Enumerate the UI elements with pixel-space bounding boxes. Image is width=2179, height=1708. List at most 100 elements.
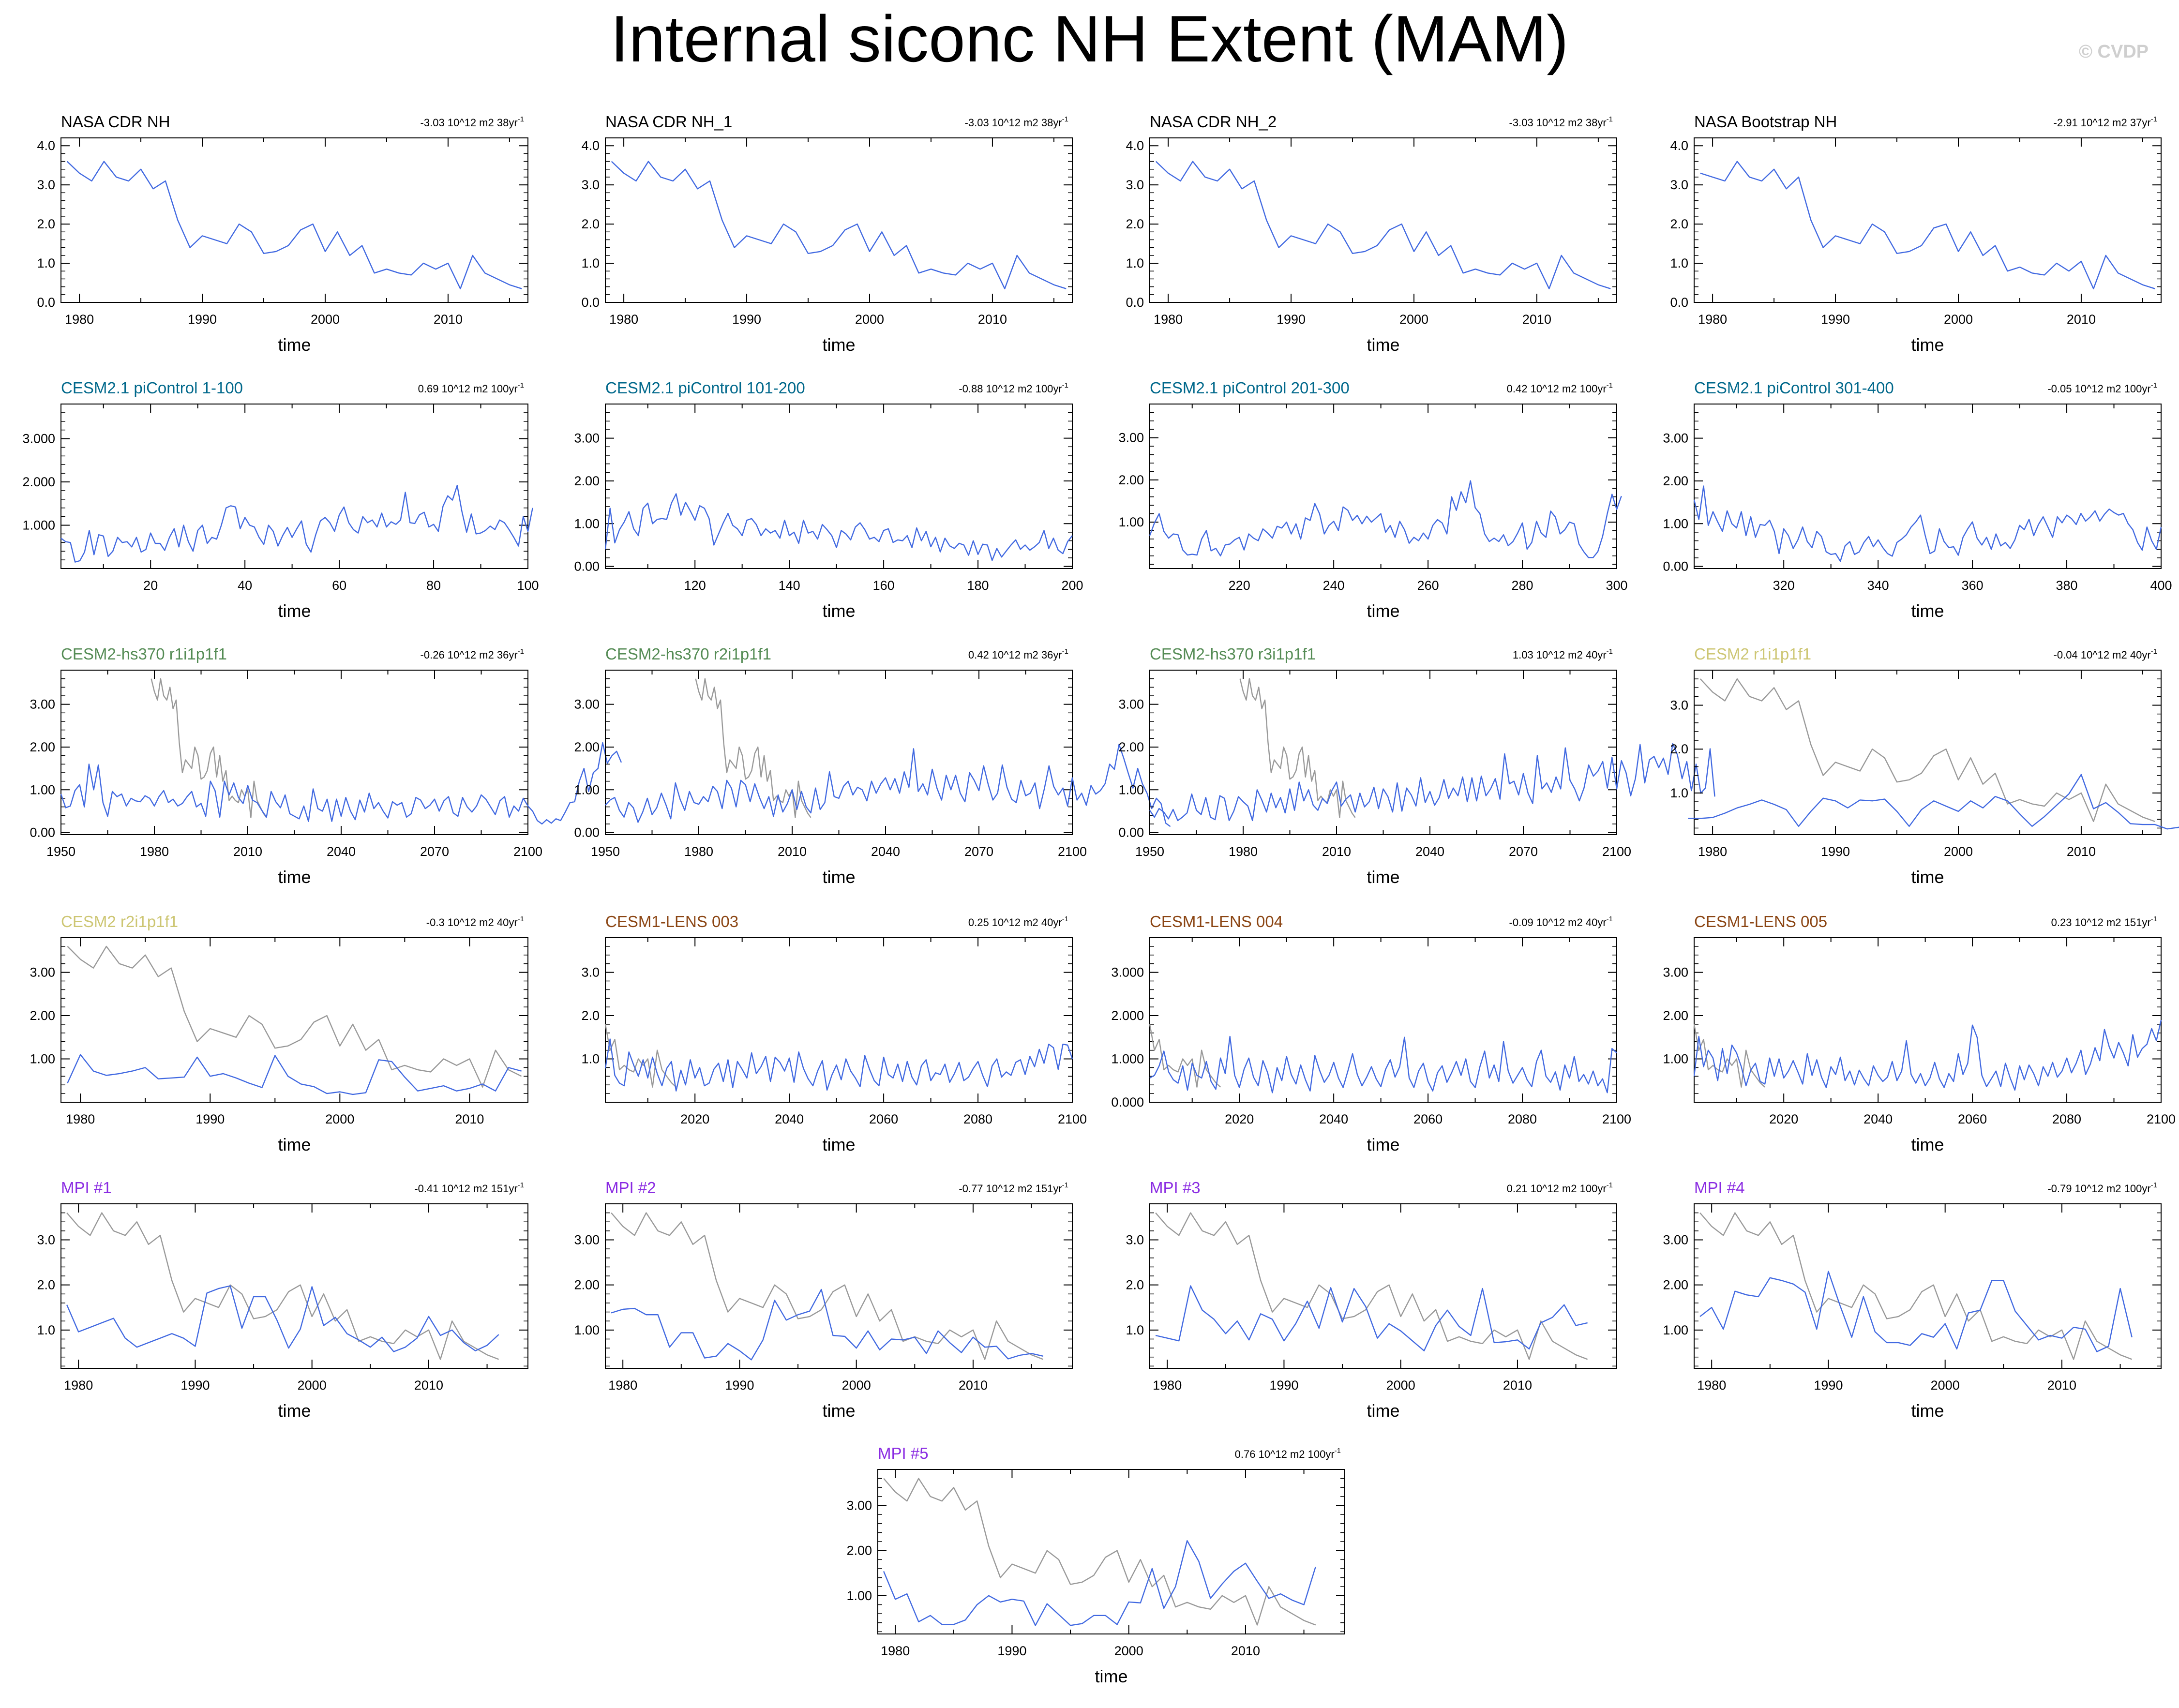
model-series-line [66, 161, 522, 289]
x-tick-label: 2040 [1319, 1112, 1348, 1126]
y-tick-label: 1.0 [1126, 1323, 1144, 1337]
panel-title: MPI #5 [878, 1444, 929, 1462]
y-tick-label: 3.0 [581, 965, 600, 980]
x-axis-label: time [1911, 335, 1944, 355]
model-series-line [1149, 1035, 1617, 1094]
y-tick-label: 3.000 [1111, 965, 1144, 980]
y-tick-label: 1.000 [1111, 1052, 1144, 1066]
y-tick-label: 3.00 [574, 697, 600, 712]
x-tick-label: 60 [332, 578, 346, 593]
x-tick-label: 20 [143, 578, 158, 593]
x-tick-label: 2100 [1058, 1112, 1087, 1126]
panel-title: NASA CDR NH [61, 113, 170, 131]
y-tick-label: 2.0 [581, 1008, 600, 1023]
x-tick-label: 160 [873, 578, 895, 593]
x-tick-label: 400 [2150, 578, 2172, 593]
y-tick-label: 2.00 [1663, 1008, 1688, 1023]
trend-value: -2.91 10^12 m2 37yr [2054, 117, 2151, 129]
x-tick-label: 2010 [1503, 1378, 1532, 1393]
x-tick-label: 1980 [684, 844, 713, 859]
panel-15: CESM1-LENS 004 -0.09 10^12 m2 40yr-1 2020 2… [1111, 913, 1631, 1154]
x-tick-label: 220 [1229, 578, 1250, 593]
y-tick-label: 1.00 [1118, 515, 1144, 529]
x-tick-label: 2040 [775, 1112, 804, 1126]
x-tick-label: 2010 [959, 1378, 988, 1393]
plot-frame [1694, 137, 2162, 303]
model-series-line [66, 1285, 499, 1352]
y-tick-label: 0.00 [574, 559, 600, 574]
y-tick-label: 2.00 [574, 1278, 600, 1292]
trend-label: -0.04 10^12 m2 40yr-1 [2054, 647, 2157, 661]
y-tick-label: 0.0 [37, 295, 55, 310]
obs-series-line [1699, 1212, 2133, 1360]
model-series-line [1693, 1019, 2162, 1091]
x-tick-label: 280 [1512, 578, 1533, 593]
x-axis-label: time [1367, 335, 1399, 355]
y-tick-label: 3.00 [30, 697, 55, 712]
x-tick-label: 240 [1323, 578, 1345, 593]
trend-value: -0.04 10^12 m2 40yr [2054, 649, 2151, 661]
y-tick-label: 2.00 [846, 1543, 872, 1558]
trend-exponent: -1 [1062, 381, 1068, 390]
trend-label: -0.3 10^12 m2 40yr-1 [426, 915, 524, 929]
y-tick-label: 0.00 [574, 825, 600, 840]
plot-frame [1694, 1203, 2162, 1369]
x-tick-label: 2010 [2047, 1378, 2076, 1393]
trend-value: -0.09 10^12 m2 40yr [1509, 916, 1607, 929]
y-tick-label: 3.00 [1118, 431, 1144, 445]
panel-4: NASA Bootstrap NH -2.91 10^12 m2 37yr-1 19… [1670, 113, 2162, 355]
model-series-line [883, 1540, 1316, 1626]
x-tick-label: 1980 [140, 844, 169, 859]
y-tick-label: 2.00 [1663, 1278, 1688, 1292]
x-tick-label: 2080 [2052, 1112, 2081, 1126]
x-tick-label: 1990 [188, 312, 217, 327]
x-tick-label: 2000 [842, 1378, 871, 1393]
x-tick-label: 2000 [1399, 312, 1428, 327]
x-tick-label: 1990 [725, 1378, 754, 1393]
trend-value: -0.79 10^12 m2 100yr [2047, 1183, 2150, 1195]
x-tick-label: 2000 [325, 1112, 354, 1126]
obs-series-line [883, 1478, 1316, 1626]
trend-value: 0.42 10^12 m2 100yr [1507, 383, 1607, 395]
model-series-line [611, 1288, 1043, 1361]
trend-label: -0.41 10^12 m2 151yr-1 [414, 1181, 524, 1195]
trend-exponent: -1 [2151, 115, 2157, 123]
y-tick-label: 1.0 [37, 256, 55, 270]
obs-series-line [66, 1212, 499, 1360]
model-series-line [1700, 161, 2155, 289]
y-tick-label: 2.00 [1663, 474, 1688, 488]
x-tick-label: 1990 [1269, 1378, 1298, 1393]
x-tick-label: 1990 [997, 1644, 1026, 1658]
y-tick-label: 2.000 [22, 475, 55, 489]
x-axis-label: time [1367, 1135, 1399, 1154]
y-tick-label: 1.00 [574, 782, 600, 797]
trend-label: 0.42 10^12 m2 100yr-1 [1507, 381, 1613, 395]
trend-label: -0.05 10^12 m2 100yr-1 [2047, 381, 2157, 395]
x-tick-label: 140 [779, 578, 800, 593]
y-tick-label: 2.00 [1118, 473, 1144, 487]
x-axis-label: time [278, 867, 311, 887]
trend-exponent: -1 [1062, 647, 1068, 656]
x-tick-label: 380 [2056, 578, 2078, 593]
x-tick-label: 80 [426, 578, 441, 593]
trend-value: -0.88 10^12 m2 100yr [959, 383, 1062, 395]
panel-6: CESM2.1 piControl 101-200 -0.88 10^12 m2 … [574, 379, 1083, 621]
y-tick-label: 0.0 [581, 295, 600, 310]
panel-title: CESM1-LENS 003 [605, 913, 738, 930]
panel-16: CESM1-LENS 005 0.23 10^12 m2 151yr-1 2020 2… [1663, 913, 2176, 1154]
x-tick-label: 1990 [180, 1378, 210, 1393]
x-tick-label: 2060 [1958, 1112, 1987, 1126]
y-tick-label: 1.00 [1663, 516, 1688, 531]
y-tick-label: 0.0 [1126, 295, 1144, 310]
x-axis-label: time [1911, 1401, 1944, 1421]
trend-exponent: -1 [518, 915, 524, 923]
trend-value: -0.77 10^12 m2 151yr [959, 1183, 1062, 1195]
x-tick-label: 2100 [2147, 1112, 2176, 1126]
y-tick-label: 2.00 [30, 1008, 55, 1023]
y-tick-label: 0.00 [1663, 559, 1688, 574]
y-tick-label: 3.00 [30, 965, 55, 980]
plot-frame [60, 670, 528, 835]
x-tick-label: 2080 [1508, 1112, 1537, 1126]
trend-label: -0.09 10^12 m2 40yr-1 [1509, 915, 1613, 929]
